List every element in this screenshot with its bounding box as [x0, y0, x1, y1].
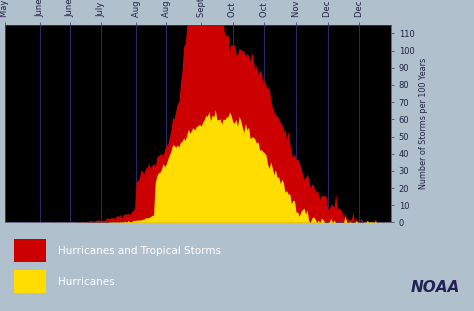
Bar [14, 270, 46, 293]
Bar [14, 239, 46, 262]
Text: NOAA: NOAA [410, 281, 460, 295]
Text: Hurricanes and Tropical Storms: Hurricanes and Tropical Storms [58, 246, 220, 256]
Y-axis label: Number of Storms per 100 Years: Number of Storms per 100 Years [419, 58, 428, 189]
Text: Hurricanes: Hurricanes [58, 277, 114, 287]
